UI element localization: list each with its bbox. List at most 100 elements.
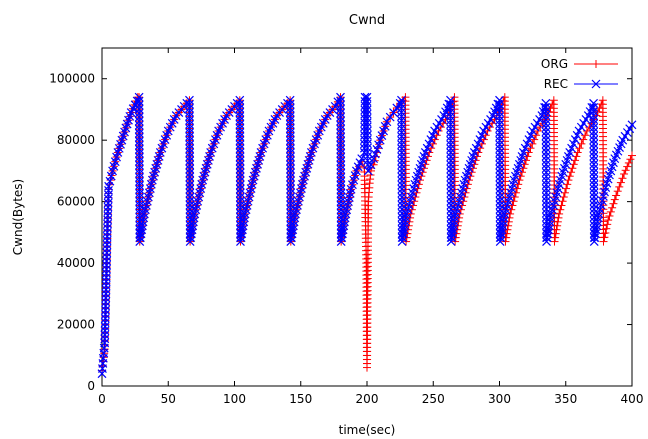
data-point-rec — [336, 152, 346, 162]
data-point-rec — [285, 99, 295, 109]
data-point-org — [471, 156, 480, 165]
data-point-rec — [285, 103, 295, 113]
data-point-rec — [102, 260, 112, 270]
data-point-rec — [285, 132, 295, 142]
data-point-rec — [235, 168, 245, 178]
data-point-rec — [185, 176, 195, 186]
data-point-rec — [336, 213, 346, 222]
data-point-rec — [495, 152, 505, 162]
data-point-rec — [185, 107, 194, 117]
data-point-rec — [360, 101, 370, 111]
data-point-rec — [495, 168, 505, 178]
data-point-org — [557, 201, 566, 210]
data-point-rec — [362, 134, 372, 144]
data-point-org — [581, 131, 590, 140]
data-point-rec — [589, 176, 599, 186]
data-point-rec — [495, 200, 505, 210]
data-point-org — [606, 207, 615, 216]
data-point-org — [532, 131, 541, 140]
series-markers-rec — [97, 92, 637, 379]
data-point-rec — [235, 196, 245, 206]
data-point-org — [620, 169, 629, 178]
data-point-rec — [446, 128, 456, 137]
data-point-rec — [134, 136, 144, 146]
data-point-rec — [541, 159, 551, 169]
data-point-rec — [541, 172, 551, 181]
data-point-rec — [541, 143, 551, 153]
data-point-rec — [360, 139, 369, 149]
data-point-rec — [589, 159, 599, 169]
data-point-rec — [286, 160, 295, 170]
data-point-rec — [360, 92, 370, 102]
data-point-rec — [286, 196, 296, 206]
data-point-rec — [100, 313, 110, 323]
data-point-rec — [134, 160, 144, 170]
data-point-rec — [589, 139, 599, 149]
data-point-rec — [235, 164, 245, 174]
data-point-rec — [135, 164, 144, 174]
data-point-rec — [101, 277, 111, 286]
data-point-org — [628, 151, 636, 160]
data-point-rec — [541, 188, 551, 198]
data-point-rec — [446, 144, 456, 154]
data-point-rec — [135, 189, 144, 198]
data-point-rec — [135, 180, 144, 190]
data-point-rec — [185, 140, 195, 150]
data-point-org — [456, 205, 465, 214]
data-point-rec — [101, 268, 111, 278]
data-point-rec — [103, 194, 113, 204]
data-point-org — [604, 216, 613, 225]
data-point-rec — [589, 102, 599, 112]
data-point-rec — [134, 144, 144, 154]
data-point-rec — [185, 111, 194, 121]
data-point-rec — [589, 155, 599, 165]
data-point-rec — [101, 297, 111, 307]
data-point-rec — [285, 95, 295, 105]
data-point-rec — [336, 132, 346, 142]
data-point-rec — [397, 132, 407, 142]
data-point-org — [414, 180, 423, 189]
data-point-rec — [397, 184, 407, 194]
data-point-rec — [235, 188, 245, 198]
chart-title: Cwnd — [349, 13, 385, 28]
data-point-rec — [185, 168, 195, 178]
data-point-rec — [185, 124, 195, 133]
data-point-rec — [185, 120, 194, 129]
x-tick-label: 250 — [422, 392, 445, 406]
data-point-rec — [185, 188, 195, 198]
data-point-rec — [336, 168, 346, 178]
data-point-org — [559, 193, 568, 202]
data-point-rec — [397, 99, 406, 109]
data-point-rec — [134, 96, 144, 106]
data-point-rec — [185, 152, 195, 162]
data-point-rec — [446, 140, 456, 150]
data-point-rec — [286, 156, 295, 166]
y-tick-label: 20000 — [57, 318, 95, 332]
data-point-rec — [446, 200, 456, 210]
data-point-rec — [135, 168, 144, 178]
data-point-rec — [336, 112, 346, 122]
data-point-rec — [360, 118, 370, 128]
data-point-rec — [385, 112, 395, 122]
data-point-rec — [495, 172, 505, 182]
data-point-rec — [235, 124, 245, 133]
x-axis-ticks: 0 50 100 150 200 250 300 350 400 — [98, 48, 643, 406]
data-point-rec — [336, 180, 346, 190]
data-point-org — [551, 233, 560, 242]
y-axis-label: Cwnd(Bytes) — [11, 179, 25, 255]
data-point-rec — [134, 140, 144, 150]
data-point-rec — [362, 113, 372, 123]
x-tick-label: 400 — [621, 392, 644, 406]
data-point-org — [530, 135, 539, 144]
x-axis-label: time(sec) — [339, 423, 396, 437]
data-point-rec — [360, 122, 370, 132]
data-point-org — [511, 188, 520, 197]
data-point-rec — [103, 219, 112, 229]
data-point-rec — [360, 109, 370, 119]
data-point-rec — [100, 318, 110, 327]
data-point-rec — [285, 144, 295, 154]
data-point-org — [579, 135, 588, 144]
data-point-org — [409, 201, 418, 210]
data-point-rec — [285, 140, 295, 150]
data-point-rec — [360, 114, 370, 123]
